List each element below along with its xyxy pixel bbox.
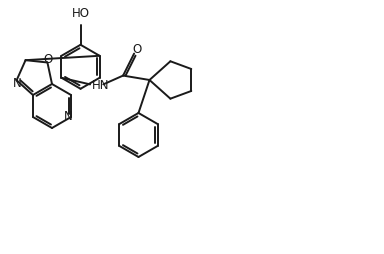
Text: HN: HN — [92, 79, 109, 92]
Text: N: N — [13, 77, 22, 90]
Text: N: N — [64, 110, 73, 123]
Text: O: O — [132, 43, 142, 56]
Text: O: O — [44, 53, 53, 66]
Text: HO: HO — [71, 7, 89, 20]
